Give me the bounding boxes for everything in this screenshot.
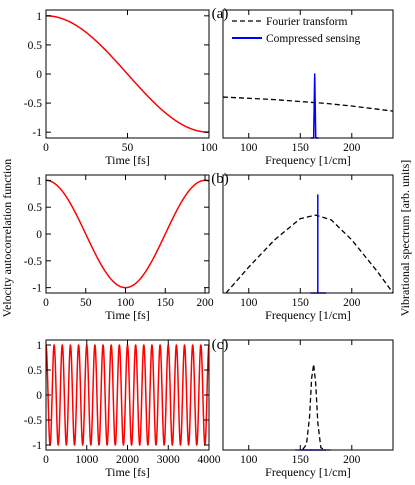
compressed-sensing-line bbox=[310, 194, 327, 294]
y-tick-label: -0.5 bbox=[24, 256, 42, 268]
x-tick-label: 150 bbox=[292, 297, 310, 309]
plot-frame bbox=[45, 339, 210, 451]
x-tick-label: 100 bbox=[240, 454, 258, 466]
vacf-line bbox=[45, 179, 210, 289]
panel-b-time-plot: 0 50 100 150 200 1 0.5 0 -0.5 -1 Time [fs] bbox=[24, 174, 214, 322]
x-axis-label: Frequency [1/cm] bbox=[265, 308, 351, 322]
y-tick-label: 1 bbox=[36, 340, 42, 352]
y-tick-label: 0 bbox=[36, 229, 42, 241]
compressed-sensing-line bbox=[310, 73, 319, 139]
x-tick-label: 100 bbox=[240, 297, 258, 309]
x-axis-label: Time [fs] bbox=[105, 465, 150, 479]
panel-c-time-plot: 0 1000 2000 3000 4000 1 0.5 0 -0.5 -1 Time [fs] bbox=[24, 339, 221, 479]
y-tick-label: -1 bbox=[32, 127, 42, 139]
legend-label-compressed: Compressed sensing bbox=[266, 33, 360, 45]
plot-frame bbox=[45, 174, 210, 294]
panel-label-a: (a) bbox=[212, 6, 229, 22]
x-tick-label: 200 bbox=[196, 297, 214, 309]
x-axis-label: Frequency [1/cm] bbox=[265, 465, 351, 479]
legend: Fourier transform Compressed sensing bbox=[232, 16, 360, 45]
x-tick-label: 0 bbox=[43, 142, 49, 154]
y-tick-label: 0 bbox=[36, 390, 42, 402]
y-tick-label: -0.5 bbox=[24, 415, 42, 427]
y-tick-label: -1 bbox=[32, 283, 42, 295]
x-axis-label: Time [fs] bbox=[105, 153, 150, 167]
x-tick-label: 200 bbox=[343, 454, 361, 466]
fourier-transform-line bbox=[222, 96, 394, 112]
x-tick-label: 50 bbox=[122, 142, 134, 154]
legend-label-fourier: Fourier transform bbox=[266, 16, 347, 28]
x-tick-label: 2000 bbox=[116, 454, 139, 466]
panel-a-time-plot: 0 50 100 1 0.5 0 -0.5 -1 Time [fs] bbox=[24, 9, 218, 167]
right-y-axis-label: Vibrational spectrum [arb. units] bbox=[398, 160, 412, 317]
x-tick-label: 100 bbox=[240, 142, 258, 154]
vacf-line bbox=[45, 15, 210, 133]
fourier-transform-line bbox=[225, 214, 394, 294]
x-tick-label: 150 bbox=[292, 142, 310, 154]
y-tick-label: 0.5 bbox=[28, 365, 43, 377]
y-tick-label: 1 bbox=[36, 11, 42, 23]
x-tick-label: 200 bbox=[343, 142, 361, 154]
x-axis-label: Time [fs] bbox=[105, 308, 150, 322]
x-axis-label: Frequency [1/cm] bbox=[265, 153, 351, 167]
y-tick-label: 0.5 bbox=[28, 202, 43, 214]
x-tick-label: 100 bbox=[117, 297, 135, 309]
x-tick-label: 50 bbox=[80, 297, 92, 309]
y-tick-label: 0 bbox=[36, 69, 42, 81]
x-tick-label: 100 bbox=[200, 142, 218, 154]
plot-frame bbox=[222, 339, 394, 451]
x-tick-label: 1000 bbox=[75, 454, 98, 466]
x-tick-label: 200 bbox=[343, 297, 361, 309]
panel-label-c: (c) bbox=[212, 337, 229, 353]
x-tick-label: 150 bbox=[157, 297, 175, 309]
panel-label-b: (b) bbox=[211, 171, 229, 187]
x-tick-label: 4000 bbox=[198, 454, 221, 466]
y-tick-label: -1 bbox=[32, 440, 42, 452]
y-tick-label: 1 bbox=[36, 175, 42, 187]
x-tick-label: 150 bbox=[292, 454, 310, 466]
x-tick-label: 0 bbox=[43, 454, 49, 466]
vacf-line bbox=[45, 344, 210, 446]
left-y-axis-label: Velocity autocorrelation function bbox=[0, 159, 14, 318]
y-tick-label: -0.5 bbox=[24, 98, 42, 110]
x-tick-label: 0 bbox=[43, 297, 49, 309]
y-tick-label: 0.5 bbox=[28, 40, 43, 52]
plot-frame bbox=[222, 9, 394, 139]
x-tick-label: 3000 bbox=[157, 454, 180, 466]
fourier-transform-line bbox=[295, 363, 332, 451]
plot-frame bbox=[222, 174, 394, 294]
